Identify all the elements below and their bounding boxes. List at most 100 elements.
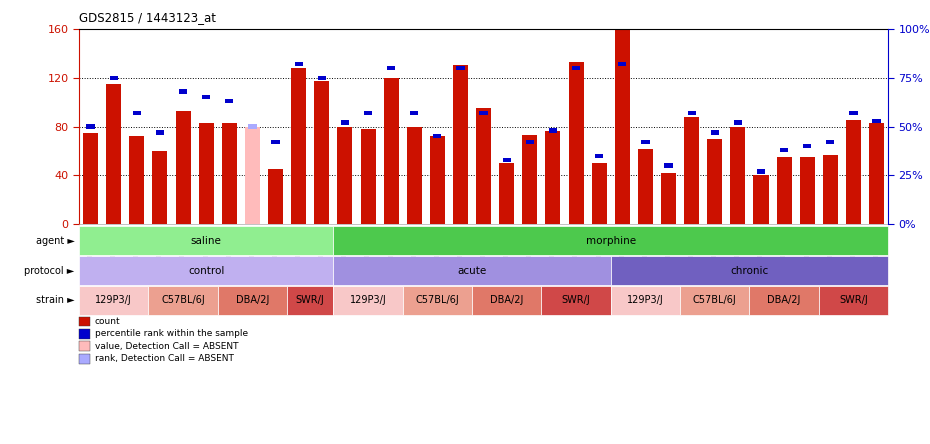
Bar bbox=[268, 169, 283, 224]
Bar bbox=[245, 127, 260, 224]
Bar bbox=[79, 226, 333, 255]
Bar bbox=[129, 136, 144, 224]
Bar bbox=[153, 151, 167, 224]
Bar bbox=[202, 95, 210, 99]
Bar bbox=[110, 75, 118, 80]
Text: morphine: morphine bbox=[586, 236, 636, 246]
Bar bbox=[818, 286, 888, 315]
Text: percentile rank within the sample: percentile rank within the sample bbox=[95, 329, 248, 338]
Bar bbox=[338, 127, 352, 224]
Bar bbox=[572, 66, 580, 70]
Bar bbox=[780, 148, 789, 152]
Bar bbox=[545, 131, 561, 224]
Text: strain ►: strain ► bbox=[35, 295, 74, 305]
Bar bbox=[176, 111, 191, 224]
Bar bbox=[869, 123, 884, 224]
Bar bbox=[333, 226, 888, 255]
Text: rank, Detection Call = ABSENT: rank, Detection Call = ABSENT bbox=[95, 354, 233, 363]
Bar bbox=[457, 66, 465, 70]
Bar bbox=[684, 117, 699, 224]
Bar bbox=[403, 286, 472, 315]
Bar bbox=[79, 286, 149, 315]
Bar bbox=[387, 66, 395, 70]
Bar bbox=[361, 129, 376, 224]
Bar bbox=[568, 62, 584, 224]
Text: value, Detection Call = ABSENT: value, Detection Call = ABSENT bbox=[95, 342, 238, 351]
Text: chronic: chronic bbox=[730, 266, 768, 276]
Bar bbox=[318, 75, 325, 80]
Bar bbox=[687, 111, 696, 115]
Bar bbox=[750, 286, 818, 315]
Bar bbox=[248, 124, 257, 129]
Bar bbox=[156, 130, 164, 135]
Bar bbox=[826, 140, 834, 144]
Bar bbox=[83, 133, 99, 224]
Bar bbox=[106, 84, 121, 224]
Bar bbox=[823, 155, 838, 224]
Text: DBA/2J: DBA/2J bbox=[767, 295, 801, 305]
Bar bbox=[272, 140, 280, 144]
Bar bbox=[179, 89, 187, 94]
Text: protocol ►: protocol ► bbox=[24, 266, 74, 276]
Bar bbox=[611, 286, 680, 315]
Bar bbox=[642, 140, 649, 144]
Bar bbox=[218, 286, 287, 315]
Text: C57BL/6J: C57BL/6J bbox=[161, 295, 205, 305]
Bar bbox=[591, 163, 606, 224]
Bar bbox=[523, 135, 538, 224]
Text: SWR/J: SWR/J bbox=[562, 295, 591, 305]
Bar bbox=[340, 120, 349, 125]
Bar bbox=[615, 29, 630, 224]
Bar bbox=[333, 256, 611, 285]
Bar bbox=[86, 124, 95, 129]
Bar bbox=[499, 163, 514, 224]
Bar bbox=[291, 68, 306, 224]
Text: 129P3/J: 129P3/J bbox=[350, 295, 386, 305]
Text: SWR/J: SWR/J bbox=[839, 295, 868, 305]
Text: SWR/J: SWR/J bbox=[296, 295, 325, 305]
Bar bbox=[730, 127, 746, 224]
Bar bbox=[804, 144, 811, 148]
Text: agent ►: agent ► bbox=[35, 236, 74, 246]
Bar bbox=[753, 175, 768, 224]
Bar bbox=[638, 148, 653, 224]
Bar bbox=[800, 157, 815, 224]
Bar bbox=[525, 140, 534, 144]
Bar bbox=[406, 127, 422, 224]
Text: control: control bbox=[188, 266, 224, 276]
Bar bbox=[476, 108, 491, 224]
Bar bbox=[707, 139, 723, 224]
Bar bbox=[872, 119, 881, 123]
Bar bbox=[199, 123, 214, 224]
Bar bbox=[549, 128, 557, 133]
Bar bbox=[618, 62, 627, 66]
Bar bbox=[333, 286, 403, 315]
Bar bbox=[664, 163, 672, 168]
Bar bbox=[287, 286, 333, 315]
Bar bbox=[680, 286, 750, 315]
Bar bbox=[661, 173, 676, 224]
Text: DBA/2J: DBA/2J bbox=[235, 295, 269, 305]
Bar bbox=[502, 158, 511, 162]
Bar bbox=[777, 157, 791, 224]
Bar bbox=[410, 111, 418, 115]
Bar bbox=[734, 120, 742, 125]
Bar bbox=[79, 256, 333, 285]
Bar bbox=[433, 134, 442, 139]
Bar bbox=[472, 286, 541, 315]
Bar bbox=[364, 111, 372, 115]
Text: C57BL/6J: C57BL/6J bbox=[416, 295, 459, 305]
Text: DBA/2J: DBA/2J bbox=[490, 295, 524, 305]
Text: saline: saline bbox=[191, 236, 221, 246]
Bar bbox=[757, 169, 765, 174]
Bar bbox=[149, 286, 218, 315]
Bar bbox=[221, 123, 237, 224]
Text: 129P3/J: 129P3/J bbox=[627, 295, 664, 305]
Bar bbox=[541, 286, 611, 315]
Bar bbox=[314, 81, 329, 224]
Bar bbox=[846, 120, 861, 224]
Bar bbox=[133, 111, 141, 115]
Bar bbox=[711, 130, 719, 135]
Bar bbox=[453, 65, 468, 224]
Bar bbox=[480, 111, 487, 115]
